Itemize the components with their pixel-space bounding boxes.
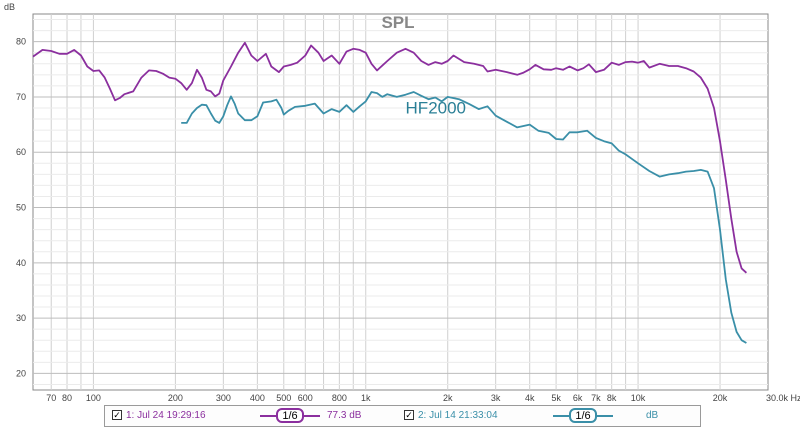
series-2-smoothing[interactable]: 1/6 <box>553 407 613 425</box>
series-2-checkbox[interactable]: ✓ <box>404 410 414 420</box>
x-tick-label: 80 <box>62 393 72 403</box>
y-tick-label: 80 <box>16 37 26 47</box>
y-axis-unit-label: dB <box>4 2 15 12</box>
spl-chart: 80 70 60 50 40 30 20 70 80 100 200 300 400 500 600 800… <box>4 2 800 403</box>
series-2-value: dB <box>646 410 659 421</box>
x-tick-label: 100 <box>86 393 101 403</box>
x-tick-label: 400 <box>250 393 265 403</box>
x-axis-ticks: 70 80 100 200 300 400 500 600 800 1k 2k 3k 4k 5k 6k 7k 8… <box>46 393 728 403</box>
chart-annotation: HF2000 <box>406 99 466 118</box>
x-tick-label: 7k <box>591 393 601 403</box>
series-group <box>32 41 748 344</box>
x-axis-end-label: 30.0k Hz <box>766 393 800 403</box>
y-tick-label: 40 <box>16 258 26 268</box>
x-tick-label: 5k <box>551 393 561 403</box>
x-tick-label: 1k <box>361 393 371 403</box>
series-1-label: 1: Jul 24 19:29:16 <box>126 410 206 421</box>
series-2-label: 2: Jul 14 21:33:04 <box>418 410 498 421</box>
x-tick-label: 600 <box>298 393 313 403</box>
x-tick-label: 500 <box>276 393 291 403</box>
x-tick-label: 2k <box>443 393 453 403</box>
x-tick-label: 3k <box>491 393 501 403</box>
series-1-value: 77.3 dB <box>327 410 362 421</box>
x-tick-label: 8k <box>607 393 617 403</box>
x-tick-label: 4k <box>525 393 535 403</box>
grid-lines <box>33 14 768 390</box>
series-1-smoothing-box: 1/6 <box>276 408 304 423</box>
series-2-smoothing-box: 1/6 <box>569 408 597 423</box>
plot-area <box>32 13 769 391</box>
x-tick-label: 10k <box>631 393 646 403</box>
y-axis-ticks: 80 70 60 50 40 30 20 <box>16 37 26 379</box>
chart-title: SPL <box>381 13 414 32</box>
series-1-smoothing[interactable]: 1/6 <box>260 407 320 425</box>
x-tick-label: 70 <box>46 393 56 403</box>
legend-bar: ✓ 1: Jul 24 19:29:16 1/6 77.3 dB ✓ 2: Ju… <box>104 405 701 427</box>
x-tick-label: 6k <box>573 393 583 403</box>
y-tick-label: 50 <box>16 203 26 213</box>
x-tick-label: 300 <box>216 393 231 403</box>
y-tick-label: 70 <box>16 92 26 102</box>
y-tick-label: 20 <box>16 368 26 378</box>
series-2-line <box>181 91 747 344</box>
x-tick-label: 200 <box>168 393 183 403</box>
y-tick-label: 30 <box>16 313 26 323</box>
y-tick-label: 60 <box>16 147 26 157</box>
series-1-line <box>32 41 748 274</box>
annotations-group: HF2000 <box>406 99 466 118</box>
x-tick-label: 20k <box>713 393 728 403</box>
x-tick-label: 800 <box>332 393 347 403</box>
series-1-checkbox[interactable]: ✓ <box>112 410 122 420</box>
